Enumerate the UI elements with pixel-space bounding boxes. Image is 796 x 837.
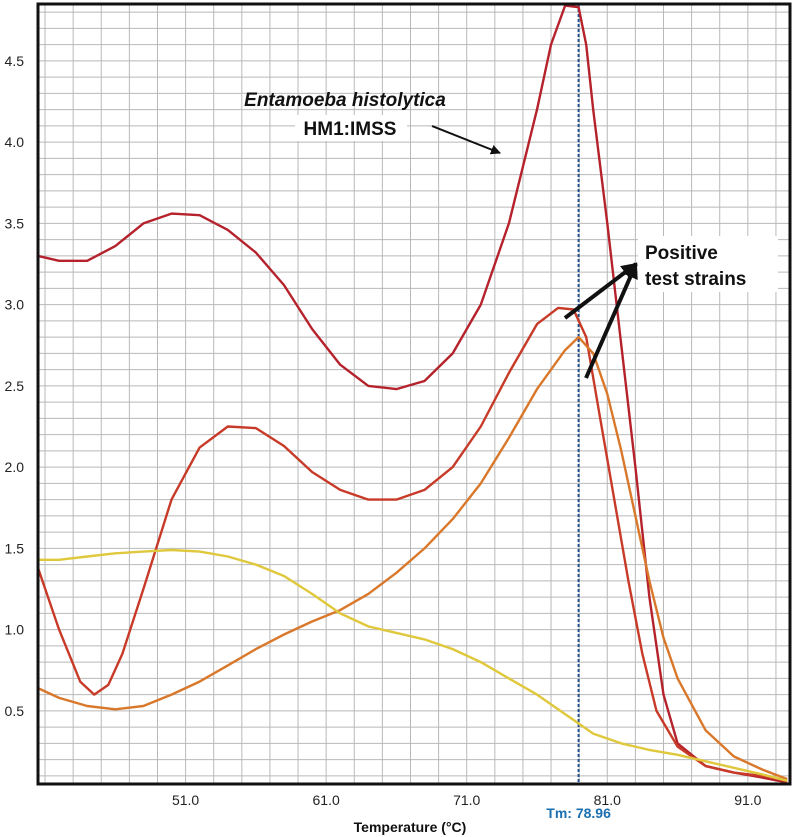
x-tick-label: 51.0 [172, 792, 199, 808]
x-tick-label: 61.0 [313, 792, 340, 808]
tm-label: Tm: 78.96 [546, 805, 611, 821]
y-tick-label: 1.5 [5, 540, 25, 556]
annotation-species: Entamoeba histolytica [244, 90, 446, 111]
series-line-3 [37, 335, 788, 781]
y-tick-label: 1.0 [5, 622, 25, 638]
y-tick-label: 3.5 [5, 215, 25, 231]
annotation-positive-bg [638, 236, 778, 292]
x-tick-label: 91.0 [734, 792, 761, 808]
annotation-strain: HM1:IMSS [304, 119, 397, 140]
arrow-to-reference-curve [431, 125, 501, 155]
y-tick-label: 0.5 [5, 703, 25, 719]
y-tick-labels: 0.5 1.0 1.5 2.0 2.5 3.0 3.5 4.0 4.5 [5, 53, 25, 719]
x-tick-label: 81.0 [594, 792, 621, 808]
series-line-4 [38, 548, 788, 782]
y-tick-label: 4.5 [5, 53, 25, 69]
annotation-test-strains: test strains [645, 269, 746, 290]
y-tick-label: 4.0 [5, 134, 25, 150]
series-line-2 [36, 306, 788, 782]
y-tick-label: 2.5 [5, 378, 25, 394]
grid [38, 4, 790, 784]
plot-frame [36, 2, 792, 786]
x-tick-label: 71.0 [453, 792, 480, 808]
x-tick-labels: 51.0 61.0 71.0 81.0 91.0 [172, 792, 762, 808]
x-axis-title: Temperature (°C) [354, 819, 467, 835]
y-tick-label: 2.0 [5, 459, 25, 475]
series-group [36, 4, 788, 784]
series-line-1 [37, 4, 788, 784]
annotation-strain-bg [295, 115, 407, 141]
arrow-to-test-strain-2 [584, 262, 638, 379]
annotation-positive: Positive [645, 243, 718, 264]
y-tick-label: 3.0 [5, 297, 25, 313]
